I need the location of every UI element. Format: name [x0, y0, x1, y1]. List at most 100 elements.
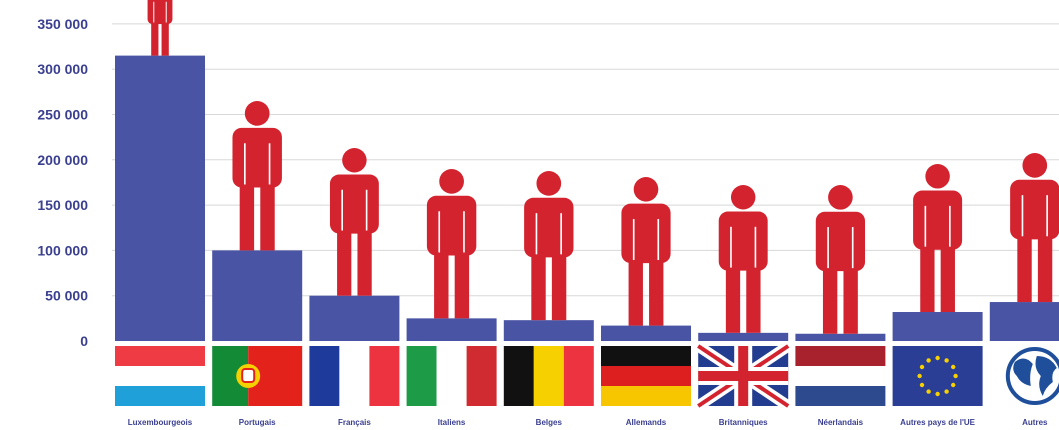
person-head: [633, 177, 659, 202]
bar: [892, 312, 983, 341]
person-right-leg: [161, 21, 169, 56]
category-label: Britanniques: [719, 418, 768, 427]
bar: [115, 55, 205, 342]
category-label: Autres: [1022, 418, 1048, 427]
flag-emblem: [241, 368, 256, 383]
france-flag: [309, 346, 400, 406]
eu-star: [935, 391, 940, 397]
person-torso: [426, 195, 477, 256]
category-label: Allemands: [626, 418, 667, 427]
eu-star: [926, 358, 931, 363]
eu-star: [935, 355, 940, 361]
flag-stripe: [369, 346, 400, 406]
person-head: [536, 171, 562, 196]
eu-star: [944, 389, 949, 394]
category-label: Luxembourgeois: [128, 418, 193, 427]
person-head: [342, 148, 367, 173]
flag-stripe: [601, 386, 691, 406]
flag-stripe: [503, 346, 534, 406]
person-figure: [524, 171, 574, 321]
flag-stripe: [601, 346, 691, 366]
person-left-leg: [628, 257, 643, 326]
person-right-leg: [746, 265, 761, 333]
person-head: [244, 101, 270, 126]
bar: [601, 325, 691, 341]
person-torso: [524, 197, 574, 258]
person-right-leg: [843, 266, 858, 334]
person-figure: [815, 185, 866, 334]
person-left-leg: [531, 252, 546, 321]
person-right-leg: [357, 228, 372, 296]
flag-stripe: [533, 346, 564, 406]
y-tick-label: 100 000: [37, 242, 88, 258]
person-figure: [913, 164, 963, 313]
germany-flag: [601, 346, 691, 406]
person-torso: [329, 174, 379, 234]
flag-stripe: [115, 386, 205, 406]
person-left-leg: [822, 266, 838, 334]
y-tick-label: 350 000: [37, 16, 88, 32]
bar: [795, 333, 886, 341]
y-tick-label: 300 000: [37, 61, 88, 77]
bar: [989, 302, 1059, 341]
person-torso: [1010, 179, 1059, 240]
category-label: Italiens: [438, 418, 466, 427]
flag-stripe: [563, 346, 594, 406]
category-label: Autres pays de l'UE: [900, 418, 975, 427]
bar: [406, 318, 497, 341]
person-left-leg: [239, 182, 255, 251]
category-label: Français: [338, 418, 371, 427]
eu-star: [926, 389, 931, 394]
flag-stripe: [795, 366, 886, 386]
person-torso: [815, 211, 866, 272]
category-labels: Luxembourgeois Portugais Français Italiens B…: [128, 418, 1048, 427]
person-figure: [232, 101, 282, 251]
eu-star: [919, 382, 925, 388]
netherlands-flag: [795, 346, 886, 406]
person-figure: [426, 169, 477, 319]
uk-flag: [695, 341, 792, 411]
person-torso: [232, 127, 282, 188]
globe-land: [1035, 356, 1057, 396]
eu-star: [950, 382, 956, 388]
eu-star: [950, 364, 956, 370]
person-left-leg: [151, 21, 159, 56]
flag-stripe: [436, 346, 467, 406]
y-tick-label: 50 000: [45, 288, 88, 304]
person-torso: [718, 211, 768, 271]
person-right-leg: [551, 252, 567, 321]
eu-star: [917, 373, 922, 379]
person-figure: [718, 185, 768, 333]
flag-field: [892, 346, 983, 406]
y-tick-label: 150 000: [37, 197, 88, 213]
y-tick-label: 200 000: [37, 152, 88, 168]
portugal-flag: [212, 346, 303, 406]
category-label: Portugais: [239, 418, 276, 427]
bar: [698, 332, 789, 341]
flag-stripe: [406, 346, 437, 406]
eu-star: [944, 358, 949, 363]
person-head: [730, 185, 756, 210]
person-torso: [621, 203, 671, 264]
flag-stripe: [339, 346, 370, 406]
person-figures: [147, 0, 1059, 334]
eu-star: [919, 364, 925, 370]
flag-stripe: [795, 346, 886, 366]
person-figure: [1010, 153, 1059, 303]
person-head: [925, 164, 950, 189]
category-label: Néerlandais: [818, 418, 864, 427]
eu-flag: [892, 346, 983, 406]
flag-cross: [698, 371, 789, 381]
flag-stripe: [466, 346, 497, 406]
y-tick-label: 0: [80, 333, 88, 349]
person-right-leg: [260, 182, 275, 251]
globe-land: [1013, 358, 1033, 386]
bars: [115, 55, 1059, 342]
person-left-leg: [1017, 234, 1032, 303]
person-figure: [621, 177, 671, 326]
person-left-leg: [337, 228, 352, 296]
bar: [212, 250, 303, 341]
bar: [503, 320, 594, 341]
person-torso: [913, 190, 963, 250]
